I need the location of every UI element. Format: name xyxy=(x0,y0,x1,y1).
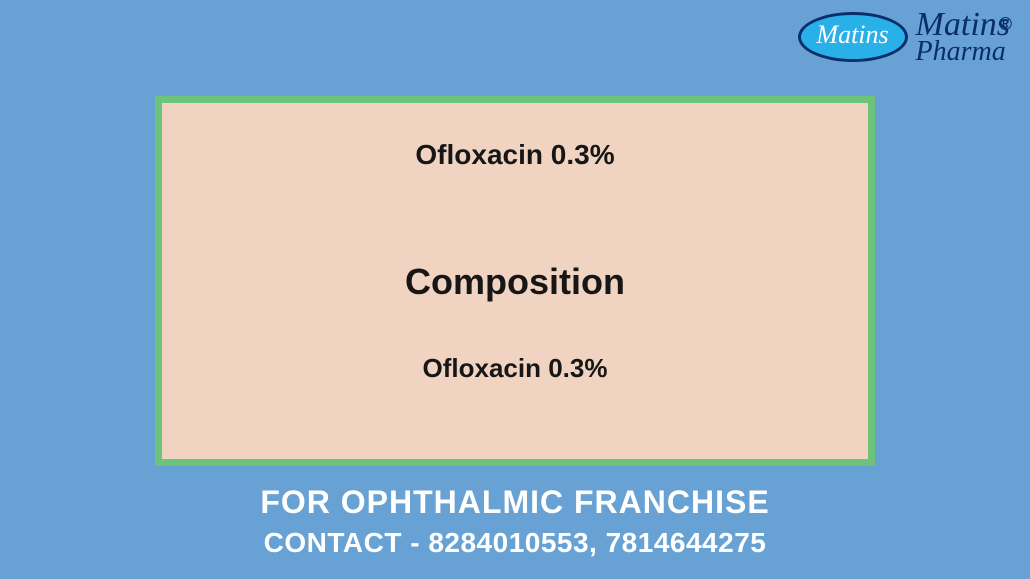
registered-trademark-icon: ® xyxy=(999,14,1012,35)
logo-ellipse-text: Matins xyxy=(816,20,888,50)
logo-text-block: Matins Pharma xyxy=(916,8,1010,66)
footer-contact-text: CONTACT - 8284010553, 7814644275 xyxy=(0,527,1030,559)
composition-heading: Composition xyxy=(162,261,868,303)
logo-ellipse: Matins xyxy=(798,12,908,62)
composition-value: Ofloxacin 0.3% xyxy=(162,353,868,384)
product-title: Ofloxacin 0.3% xyxy=(162,139,868,171)
logo-brand-line2: Pharma xyxy=(916,38,1010,66)
footer-franchise-text: FOR OPHTHALMIC FRANCHISE xyxy=(0,484,1030,521)
footer: FOR OPHTHALMIC FRANCHISE CONTACT - 82840… xyxy=(0,484,1030,559)
brand-logo: Matins Matins Pharma ® xyxy=(798,8,1010,66)
composition-card: Ofloxacin 0.3% Composition Ofloxacin 0.3… xyxy=(155,96,875,466)
